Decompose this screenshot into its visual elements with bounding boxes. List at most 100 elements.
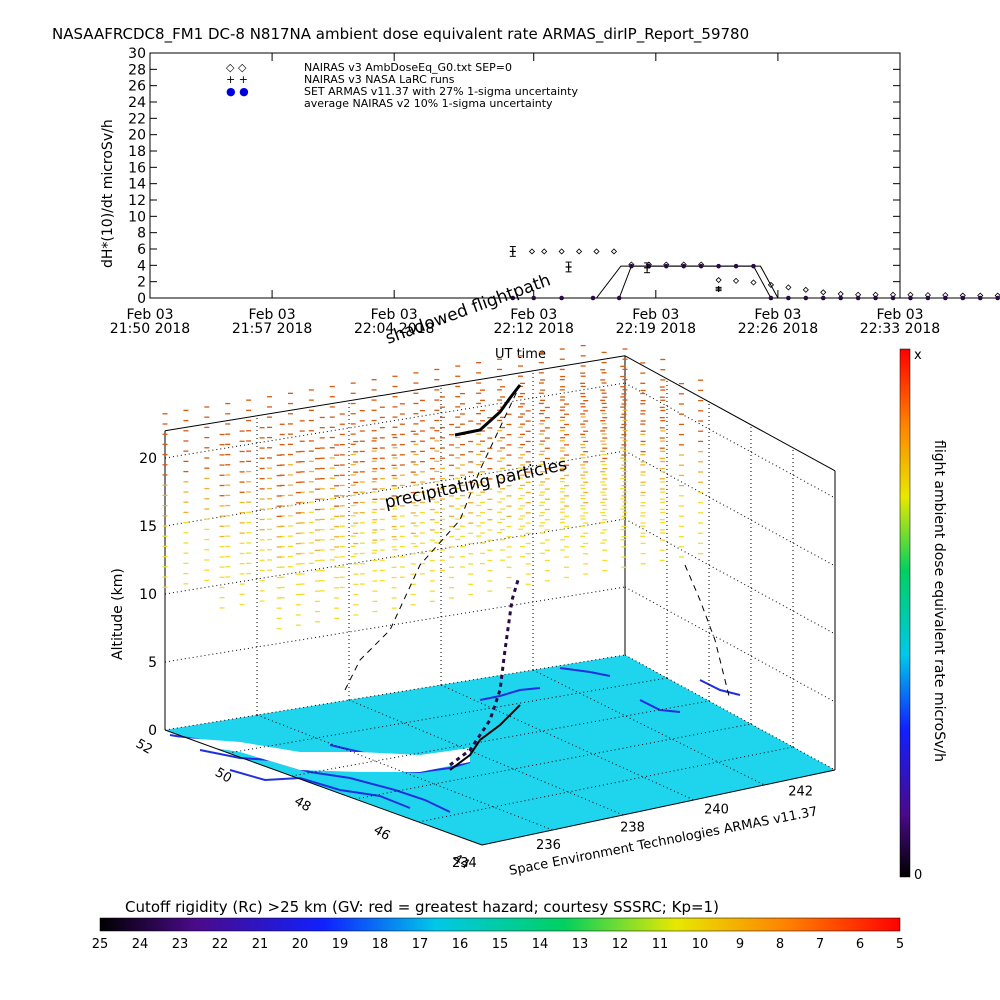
flight-path-climb	[449, 579, 520, 767]
rigidity-tick-label: 12	[612, 937, 629, 952]
shadow-path-right	[684, 564, 731, 701]
y-tick-label: 6	[137, 242, 146, 258]
x-tick-label-time: 22:33 2018	[860, 321, 940, 337]
y-tick-label: 16	[128, 160, 146, 176]
data-point-nairas-v3	[820, 289, 827, 296]
altitude-gridline	[164, 586, 626, 663]
floor-edge	[481, 769, 836, 846]
axis-edge	[624, 355, 836, 472]
trajectory-3d-panel: 0 5 10 15 20 234 236 238 240 242 52 50 48 46 44	[133, 344, 836, 873]
x-tick-label-time: 21:57 2018	[232, 321, 312, 337]
data-point-armas	[786, 295, 791, 301]
altitude-gridline	[164, 654, 626, 731]
lat-tick-label: 50	[212, 765, 234, 786]
x-tick-label-date: Feb 03	[371, 307, 418, 323]
data-point-nairas-v3	[767, 281, 774, 288]
y-tick-label: 8	[137, 226, 146, 242]
flight-path	[344, 384, 731, 771]
data-point-armas	[733, 263, 739, 269]
y-axis-label: dH*(10)/dt microSv/h	[100, 119, 116, 268]
dose-colorbar	[899, 348, 911, 878]
data-point-nairas-v3	[558, 248, 565, 255]
data-point-larc	[565, 263, 572, 270]
y-tick-label: 26	[128, 79, 146, 95]
z-tick-label: 10	[139, 587, 157, 603]
data-point-armas	[510, 295, 516, 301]
rigidity-tick-label: 8	[776, 937, 784, 952]
altitude-gridline	[164, 382, 626, 459]
y-tick-label: 2	[137, 275, 146, 291]
data-point-armas	[768, 295, 774, 301]
x-tick-label-time: 21:50 2018	[110, 321, 190, 337]
y-tick-label: 20	[128, 128, 146, 144]
data-point-armas	[855, 295, 861, 301]
y-tick-label: 4	[137, 258, 146, 274]
data-point-armas	[663, 263, 669, 269]
rigidity-bar-title: Cutoff rigidity (Rc) >25 km (GV: red = g…	[125, 898, 719, 916]
rigidity-tick-label: 15	[492, 937, 509, 952]
lon-tick-label: 242	[788, 785, 813, 800]
z-axis-label: Altitude (km)	[110, 568, 126, 660]
data-point-armas	[977, 295, 983, 301]
legend-entry: NAIRAS v3 NASA LaRC runs	[304, 73, 455, 86]
legend-entry: SET ARMAS v11.37 with 27% 1-sigma uncert…	[304, 85, 578, 98]
coastline-segment	[199, 749, 451, 813]
data-point-armas	[616, 295, 622, 301]
data-point-nairas-v3	[593, 248, 600, 255]
rigidity-colorbar	[99, 917, 901, 932]
coastline-segment	[229, 769, 411, 809]
rigidity-tick-label: 11	[652, 937, 669, 952]
coastline	[169, 667, 741, 813]
lat-tick-label: 52	[133, 736, 155, 757]
z-tick-label: 20	[139, 451, 157, 467]
x-tick-label-time: 22:04 2018	[354, 321, 434, 337]
floor-edge	[164, 729, 483, 846]
data-point-nairas-v3	[715, 276, 722, 284]
rigidity-tick-label: 17	[412, 937, 429, 952]
legend-marker: + +	[226, 73, 248, 86]
rigidity-tick-label: 18	[372, 937, 389, 952]
altitude-gridline	[164, 518, 626, 595]
map-floor	[165, 655, 835, 845]
y-tick-label: 18	[128, 144, 146, 160]
lon-tick-label: 238	[620, 820, 645, 835]
lon-tick-label: 236	[536, 838, 561, 853]
rigidity-tick-label: 5	[896, 937, 904, 952]
x-tick-label-date: Feb 03	[876, 307, 923, 323]
data-point-armas	[698, 263, 704, 269]
colorbar-label: flight ambient dose equivalent rate micr…	[931, 440, 947, 762]
coastline-segment	[699, 679, 741, 696]
z-tick-label: 0	[148, 723, 157, 739]
data-point-armas	[820, 295, 826, 301]
rigidity-tick-label: 25	[92, 937, 109, 952]
flight-path-high	[454, 384, 522, 437]
data-point-armas	[838, 295, 843, 301]
data-point-armas	[890, 295, 896, 301]
floor-gridline	[348, 699, 624, 816]
rigidity-tick-label: 20	[292, 937, 309, 952]
data-point-armas	[873, 295, 878, 301]
x-tick-label-time: 22:19 2018	[616, 321, 696, 337]
x-tick-label-date: Feb 03	[754, 307, 801, 323]
rigidity-tick-label: 13	[572, 937, 589, 952]
data-point-armas	[803, 295, 809, 301]
data-point-nairas-v3	[837, 290, 844, 297]
data-point-armas	[531, 295, 537, 301]
x-tick-label-time: 22:26 2018	[738, 321, 818, 337]
data-point-larc	[509, 248, 516, 255]
x-tick-label-time: 22:12 2018	[494, 321, 574, 337]
data-point-larc	[644, 264, 651, 271]
data-point-armas	[943, 295, 948, 301]
rigidity-tick-label: 9	[736, 937, 744, 952]
colorbar-bottom-label: 0	[914, 868, 922, 883]
data-point-nairas-v3	[610, 248, 618, 255]
flight-path-ground	[449, 704, 521, 771]
y-tick-label: 28	[128, 62, 146, 78]
x-tick-label-date: Feb 03	[632, 307, 679, 323]
axes-3d: 0 5 10 15 20 234 236 238 240 242 52 50 48 46 44	[133, 451, 813, 873]
y-tick-label: 30	[128, 46, 146, 62]
floor-gridline	[256, 714, 553, 831]
